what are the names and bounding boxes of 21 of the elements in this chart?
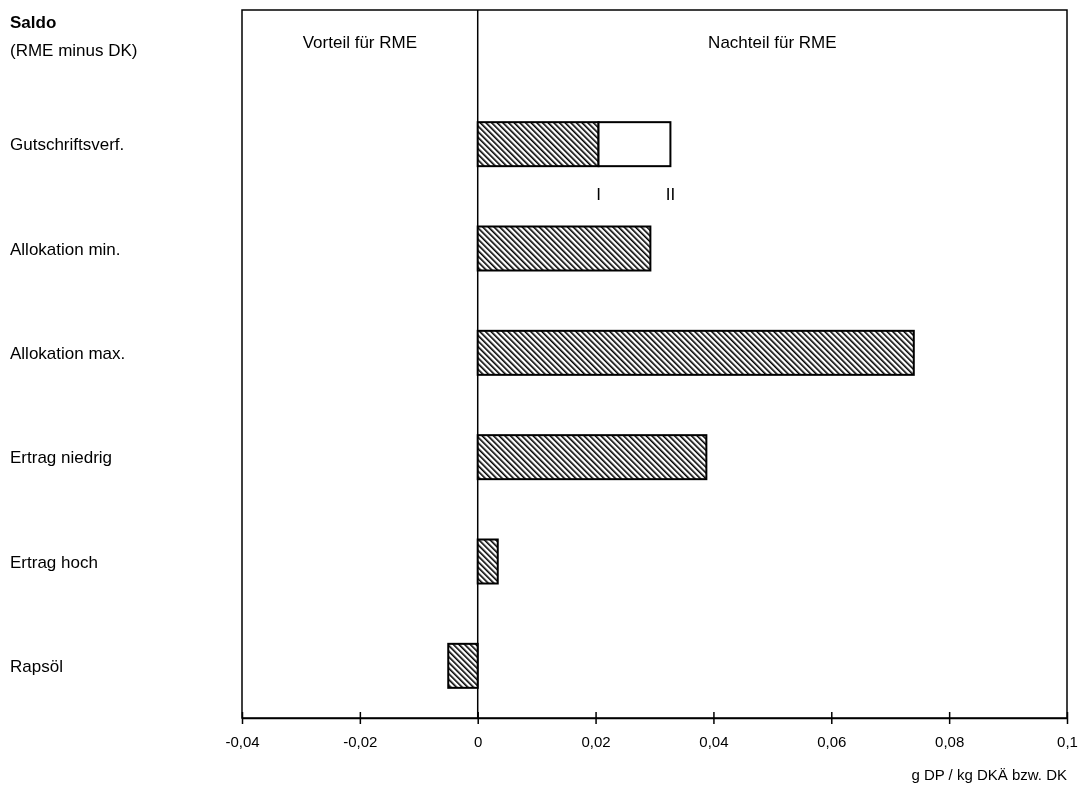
x-tick-label: 0,06 (817, 732, 847, 750)
y-tick-label: Rapsöl (10, 656, 63, 676)
x-tick-label: -0,04 (225, 732, 260, 750)
x-tick-label: 0 (474, 732, 483, 750)
x-tick-label: 0,08 (935, 732, 965, 750)
annotation: I (596, 185, 601, 205)
y-tick-label: Ertrag hoch (10, 552, 98, 572)
annotation: Vorteil für RME (302, 33, 418, 52)
text: (RME minus DK) (10, 41, 138, 60)
text: Saldo (10, 13, 57, 32)
x-tick-label: -0,02 (343, 732, 378, 750)
x-tick-label: 0,04 (699, 732, 729, 750)
annotation: Nachteil für RME (708, 33, 837, 52)
y-tick-label: Allokation min. (10, 239, 121, 259)
x-tick-label: 0,02 (581, 732, 611, 750)
annotation: II (665, 185, 676, 205)
x-axis-title: g DP / kg DKÄ bzw. DK (911, 766, 1067, 783)
y-tick-label: Allokation max. (10, 343, 126, 363)
y-tick-label: Gutschriftsverf. (10, 135, 125, 155)
x-tick-label: 0,1 (1057, 732, 1078, 750)
y-tick-label: Ertrag niedrig (10, 448, 113, 468)
